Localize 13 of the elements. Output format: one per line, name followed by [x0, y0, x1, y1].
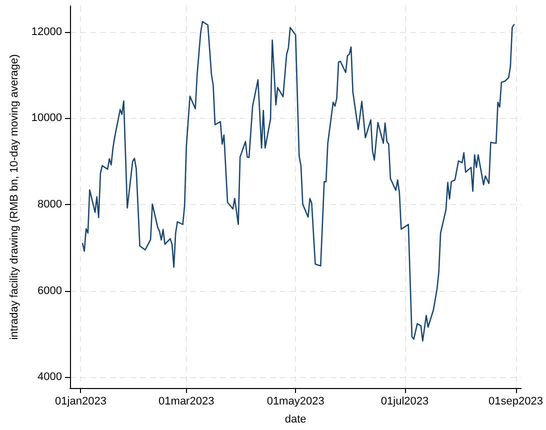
x-tick-label: 01mar2023: [158, 396, 214, 408]
y-tick-label: 12000: [31, 26, 62, 38]
line-series: [82, 20, 515, 342]
x-tick-label: 01jul2023: [380, 396, 429, 408]
x-tick-label: 01sep2023: [488, 396, 544, 408]
x-axis-title: date: [284, 414, 306, 426]
y-axis-title: intraday facility drawing (RMB bn, 10-day moving average): [8, 54, 20, 340]
y-tick-label: 4000: [38, 371, 62, 384]
x-tick-label: 01may2023: [266, 396, 324, 408]
y-tick-label: 8000: [38, 198, 62, 211]
y-tick-label: 10000: [31, 112, 62, 124]
y-tick-label: 6000: [38, 284, 62, 297]
x-tick-label: 01jan2023: [55, 396, 106, 408]
